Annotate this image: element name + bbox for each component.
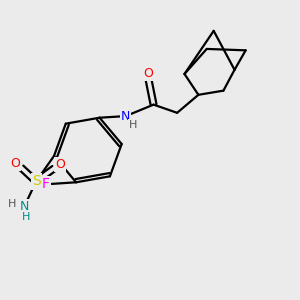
- Text: N: N: [121, 110, 130, 123]
- Text: H: H: [22, 212, 30, 223]
- Text: N: N: [20, 200, 29, 212]
- Text: O: O: [10, 157, 20, 170]
- Text: H: H: [129, 120, 137, 130]
- Text: H: H: [8, 200, 16, 209]
- Text: F: F: [42, 177, 50, 191]
- Text: O: O: [55, 158, 65, 171]
- Text: S: S: [32, 175, 40, 188]
- Text: O: O: [143, 67, 153, 80]
